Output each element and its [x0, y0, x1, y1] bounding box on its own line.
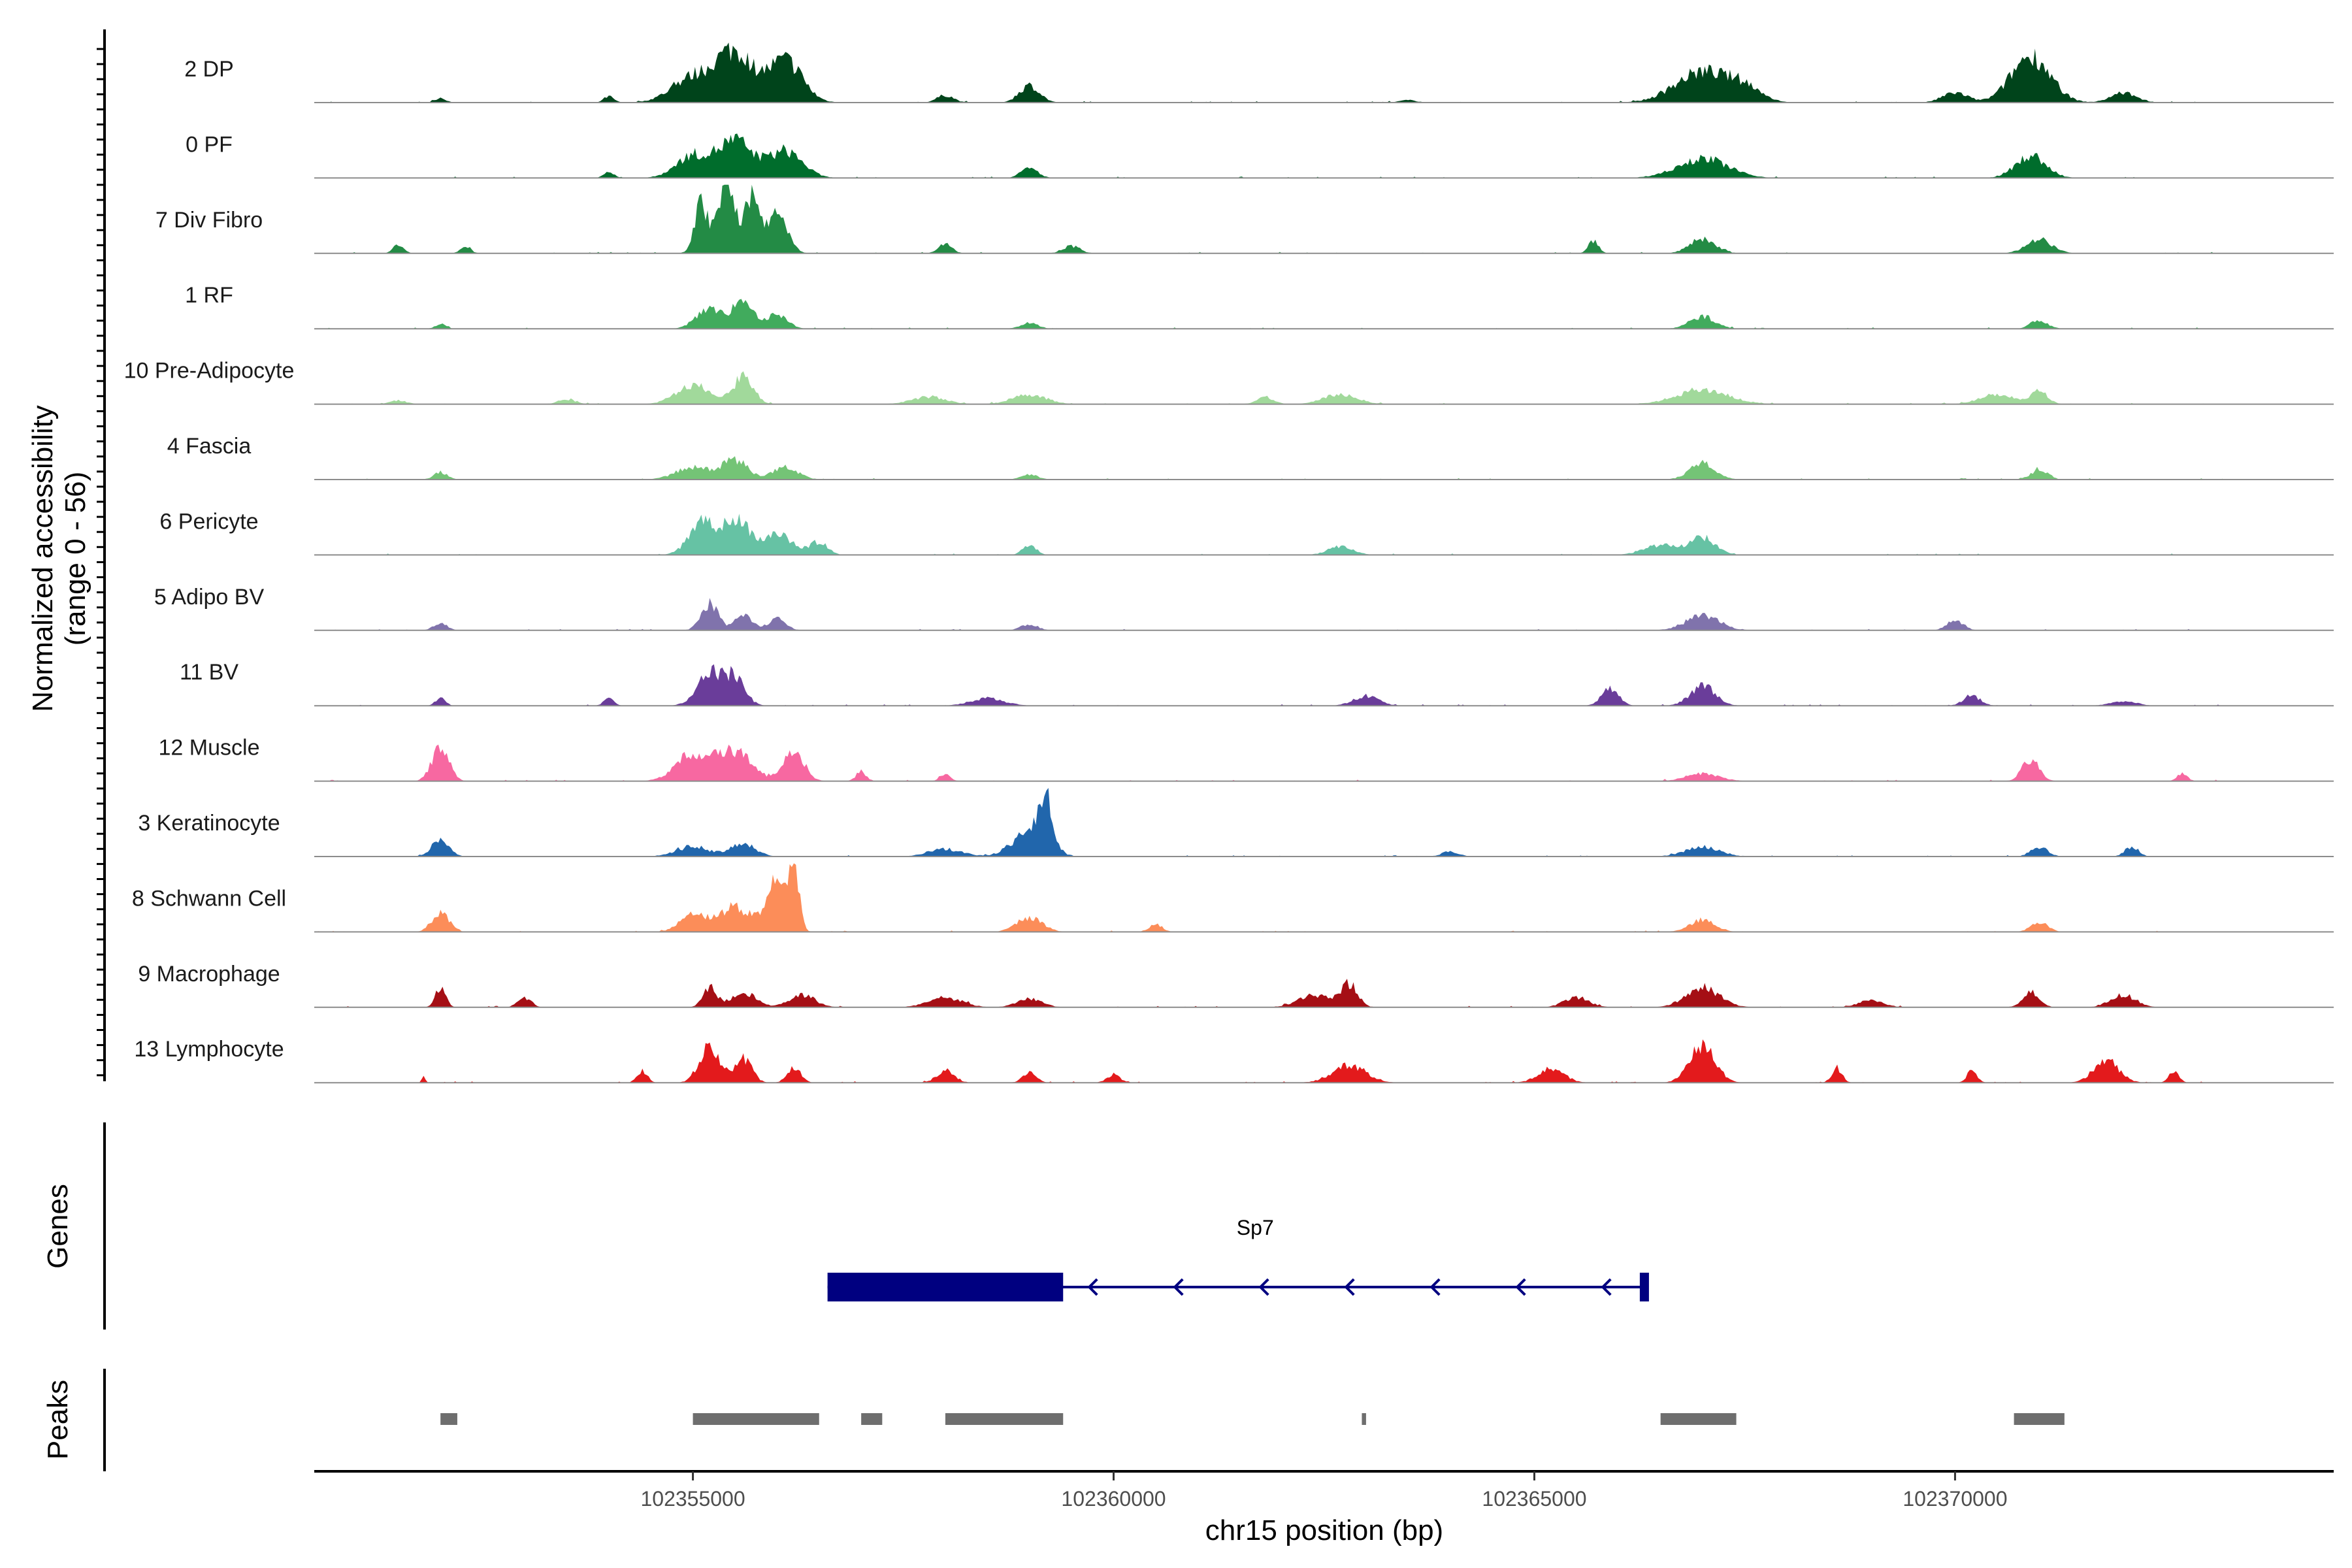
coverage-area: [314, 371, 2233, 404]
strand-arrow: [1344, 1278, 1355, 1296]
coverage-area: [314, 456, 2233, 480]
strand-arrow: [1087, 1278, 1098, 1296]
gene-name-label: Sp7: [1237, 1216, 1274, 1239]
track-10-pre-adipocyte: 10 Pre-Adipocyte: [124, 359, 2334, 405]
peak-region: [693, 1413, 819, 1425]
strand-arrow: [1173, 1278, 1184, 1296]
track-label: 0 PF: [186, 132, 233, 157]
track-label: 2 DP: [184, 57, 234, 82]
x-tick-label: 102360000: [1061, 1487, 1166, 1511]
track-label: 6 Pericyte: [159, 509, 258, 534]
track-label: 10 Pre-Adipocyte: [124, 359, 295, 384]
strand-arrow: [1601, 1278, 1612, 1296]
track-4-fascia: 4 Fascia: [167, 434, 2334, 480]
track-2-dp: 2 DP: [184, 42, 2334, 103]
peak-region: [1660, 1413, 1737, 1425]
peak-region: [2014, 1413, 2065, 1425]
track-12-muscle: 12 Muscle: [159, 736, 2334, 782]
track-label: 5 Adipo BV: [154, 585, 265, 610]
peaks-panel-label: Peaks: [42, 1380, 74, 1460]
coverage-area: [314, 744, 2233, 781]
track-label: 4 Fascia: [167, 434, 252, 459]
strand-arrow: [1429, 1278, 1441, 1296]
gene-coding-block: [827, 1273, 1064, 1301]
track-label: 8 Schwann Cell: [132, 886, 286, 911]
peaks-track: [440, 1413, 2065, 1425]
coverage-area: [314, 664, 2233, 706]
y-axis-title: Normalized accessibility: [27, 405, 59, 711]
peak-region: [945, 1413, 1064, 1425]
coverage-area: [314, 299, 2233, 329]
track-label: 12 Muscle: [159, 736, 260, 760]
coverage-area: [314, 514, 2233, 555]
coverage-area: [314, 979, 2233, 1007]
gene-sp7: Sp7: [827, 1216, 1649, 1301]
genes-panel-label: Genes: [42, 1184, 74, 1269]
track-6-pericyte: 6 Pericyte: [159, 509, 2334, 556]
coverage-tracks: 2 DP 0 PF 7 Div Fibro 1 RF 10 Pre-Adipocyte 4…: [124, 42, 2334, 1084]
track-1-rf: 1 RF: [185, 283, 2334, 330]
track-8-schwann-cell: 8 Schwann Cell: [132, 863, 2334, 933]
track-label: 1 RF: [185, 283, 233, 308]
track-label: 3 Keratinocyte: [138, 811, 280, 836]
track-3-keratinocyte: 3 Keratinocyte: [138, 788, 2334, 857]
coverage-area: [314, 863, 2233, 932]
peak-region: [861, 1413, 883, 1425]
x-tick-label: 102355000: [640, 1487, 745, 1511]
y-axis-range: (range 0 - 56): [59, 472, 91, 646]
x-axis-title: chr15 position (bp): [1205, 1514, 1443, 1546]
x-axis-ticks: 102355000 102360000 102365000 102370000: [640, 1471, 2008, 1511]
track-9-macrophage: 9 Macrophage: [138, 962, 2334, 1008]
track-11-bv: 11 BV: [180, 660, 2334, 707]
track-label: 13 Lymphocyte: [134, 1037, 284, 1062]
coverage-area: [314, 788, 2233, 857]
track-label: 9 Macrophage: [138, 962, 280, 987]
track-label: 7 Div Fibro: [155, 208, 263, 233]
strand-arrow: [1515, 1278, 1526, 1296]
track-13-lymphocyte: 13 Lymphocyte: [134, 1037, 2334, 1084]
gene-track: Sp7: [827, 1216, 1649, 1301]
peak-region: [440, 1413, 457, 1425]
track-0-pf: 0 PF: [186, 132, 2334, 179]
peak-region: [1362, 1413, 1366, 1425]
track-5-adipo-bv: 5 Adipo BV: [154, 585, 2334, 631]
track-label: 11 BV: [180, 660, 238, 685]
x-tick-label: 102370000: [1903, 1487, 2007, 1511]
coverage-area: [314, 42, 2233, 103]
coverage-y-axis: [97, 29, 106, 1081]
coverage-area: [314, 133, 2233, 178]
coverage-area: [314, 1039, 2233, 1083]
gene-tss-block: [1639, 1273, 1649, 1301]
x-tick-label: 102365000: [1482, 1487, 1586, 1511]
coverage-area: [314, 184, 2233, 253]
strand-arrow: [1258, 1278, 1269, 1296]
track-7-div-fibro: 7 Div Fibro: [155, 184, 2334, 254]
